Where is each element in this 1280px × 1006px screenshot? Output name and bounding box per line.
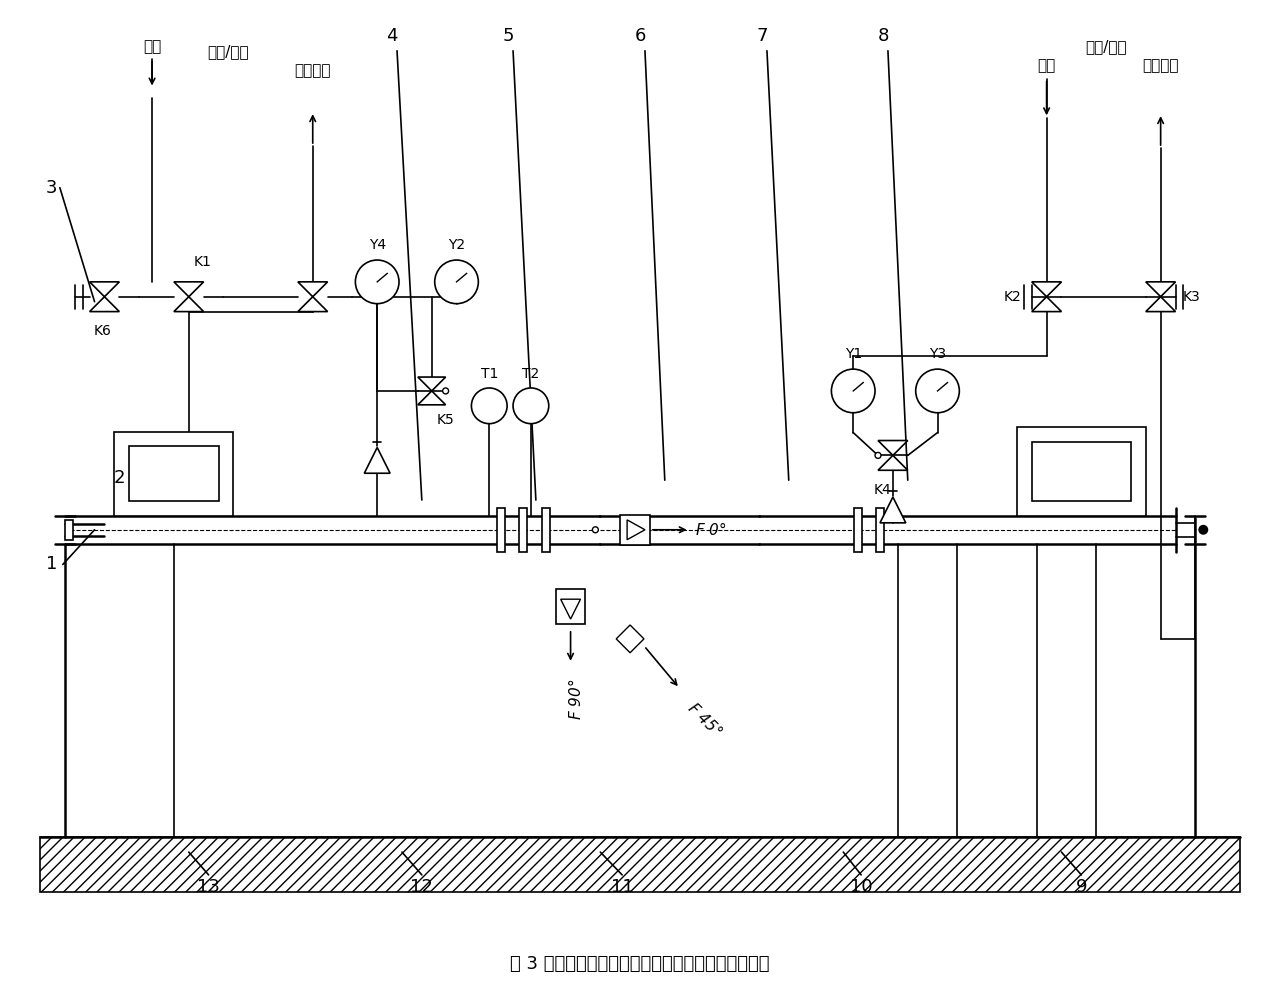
Polygon shape — [878, 456, 908, 470]
Bar — [876, 508, 884, 551]
Text: 5: 5 — [502, 27, 513, 45]
Text: $F$ 45°: $F$ 45° — [685, 698, 726, 739]
Text: $F$ 90°: $F$ 90° — [567, 678, 584, 719]
Text: 13: 13 — [197, 878, 220, 895]
Bar — [114, 432, 233, 516]
Text: K5: K5 — [436, 412, 454, 427]
Bar — [854, 508, 863, 551]
Circle shape — [356, 260, 399, 304]
Text: 6: 6 — [635, 27, 645, 45]
Text: $F$ 0°: $F$ 0° — [695, 521, 726, 538]
Polygon shape — [90, 297, 119, 312]
Polygon shape — [878, 441, 908, 456]
Polygon shape — [1146, 297, 1175, 312]
Polygon shape — [417, 391, 445, 404]
Circle shape — [435, 260, 479, 304]
Circle shape — [832, 369, 876, 412]
Polygon shape — [879, 497, 906, 523]
Text: K3: K3 — [1183, 290, 1201, 304]
Polygon shape — [298, 297, 328, 312]
Text: 8: 8 — [877, 27, 888, 45]
Text: 11: 11 — [611, 878, 634, 895]
Bar — [1016, 427, 1146, 516]
Polygon shape — [174, 297, 204, 312]
Text: K1: K1 — [193, 255, 211, 269]
Polygon shape — [298, 282, 328, 297]
Bar — [40, 837, 1240, 891]
Text: 3: 3 — [46, 179, 58, 196]
Bar — [556, 590, 585, 624]
Text: Y1: Y1 — [845, 347, 861, 361]
Bar — [518, 508, 527, 551]
Polygon shape — [1032, 297, 1061, 312]
Bar — [1032, 442, 1132, 501]
Text: 7: 7 — [756, 27, 768, 45]
Text: 4: 4 — [387, 27, 398, 45]
Text: 氮气/液氮: 氮气/液氮 — [1085, 39, 1126, 53]
Circle shape — [915, 369, 959, 412]
Bar — [621, 515, 650, 544]
Text: K6: K6 — [93, 325, 111, 338]
Text: Y4: Y4 — [369, 238, 385, 253]
Polygon shape — [365, 448, 390, 473]
Text: 2: 2 — [114, 469, 125, 487]
Circle shape — [513, 388, 549, 424]
Text: 10: 10 — [850, 878, 873, 895]
Text: 氮气/液氮: 氮气/液氮 — [207, 43, 250, 58]
Circle shape — [593, 527, 598, 533]
Text: 12: 12 — [411, 878, 433, 895]
Text: 高位排空: 高位排空 — [1143, 58, 1179, 73]
Circle shape — [471, 388, 507, 424]
Text: 液氮: 液氮 — [143, 39, 161, 53]
Text: 1: 1 — [46, 555, 58, 573]
Bar — [497, 508, 506, 551]
Text: 液氮: 液氮 — [1038, 58, 1056, 73]
Polygon shape — [1032, 282, 1061, 297]
Text: K4: K4 — [874, 483, 892, 497]
Text: Y2: Y2 — [448, 238, 465, 253]
Circle shape — [876, 453, 881, 459]
Circle shape — [1198, 525, 1208, 535]
Text: K2: K2 — [1004, 290, 1021, 304]
Bar — [129, 447, 219, 501]
Text: 高位排空: 高位排空 — [294, 63, 332, 78]
Polygon shape — [417, 377, 445, 391]
Bar — [541, 508, 549, 551]
Text: 图 3 致断螺栓式拉断阀低温拉断性能试验装置示意图: 图 3 致断螺栓式拉断阀低温拉断性能试验装置示意图 — [511, 955, 769, 973]
Polygon shape — [174, 282, 204, 297]
Text: T1: T1 — [480, 367, 498, 381]
Text: T2: T2 — [522, 367, 540, 381]
Polygon shape — [1146, 282, 1175, 297]
Polygon shape — [90, 282, 119, 297]
Text: Y3: Y3 — [929, 347, 946, 361]
Bar — [65, 520, 73, 539]
Circle shape — [443, 388, 448, 394]
Text: 9: 9 — [1075, 878, 1087, 895]
